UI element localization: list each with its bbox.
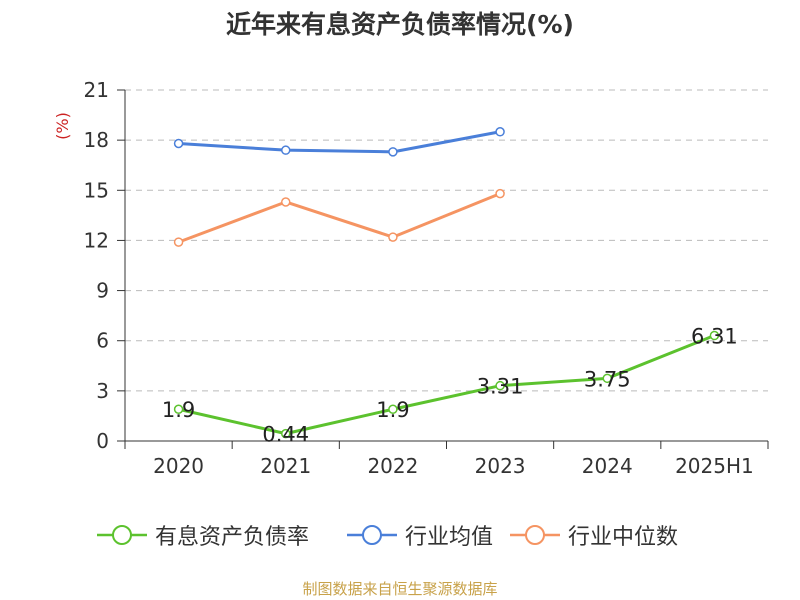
- series-1-point-3: [495, 127, 505, 137]
- axes: 0 3 6 9 12 15 18 21 2020 2021 2022 2023 2024 2025H1 (%…: [53, 78, 769, 478]
- legend-label-2: 行业中位数: [568, 525, 679, 550]
- legend-marker-2: [510, 525, 560, 545]
- legend-item-1[interactable]: 行业均值: [347, 520, 493, 550]
- x-tick-label-4: 2024: [582, 454, 633, 478]
- data-label-4: 3.75: [584, 367, 631, 391]
- series-0-point-0: [173, 404, 184, 414]
- x-tick-label-3: 2023: [475, 454, 526, 478]
- data-label-1: 0.44: [262, 423, 309, 447]
- data-labels-layer: 1.9 0.44 1.9 3.31 3.75 6.31: [162, 325, 738, 447]
- series-2-point-3: [495, 188, 505, 199]
- y-tick-label-1: 3: [96, 379, 109, 403]
- y-tick-label-0: 0: [96, 429, 109, 453]
- data-label-3: 3.31: [477, 375, 524, 399]
- y-tick-label-2: 6: [96, 329, 109, 353]
- series-layer: [173, 127, 720, 439]
- legend-label-1: 行业均值: [405, 525, 494, 550]
- chart-title: 近年来有息资产负债率情况(%): [226, 10, 574, 39]
- data-label-5: 6.31: [691, 325, 738, 349]
- y-tick-label-6: 18: [84, 128, 109, 152]
- y-tick-label-5: 15: [84, 178, 109, 202]
- series-2-point-0: [173, 237, 184, 247]
- legend-marker-1: [347, 525, 397, 545]
- y-axis-label: (%): [53, 112, 72, 140]
- x-tick-label-2: 2022: [367, 454, 418, 478]
- series-line-1: [178, 130, 501, 154]
- series-0-point-2: [388, 404, 398, 414]
- x-tick-label-5: 2025H1: [675, 454, 754, 478]
- y-tick-label-3: 9: [96, 279, 109, 303]
- series-0-point-3: [495, 380, 505, 391]
- legend-item-2[interactable]: 行业中位数: [510, 520, 678, 550]
- series-1-point-0: [173, 138, 184, 149]
- series-2-point-1: [281, 197, 291, 207]
- y-tick-label-7: 21: [84, 78, 109, 102]
- series-1-point-2: [388, 147, 398, 157]
- data-label-2: 1.9: [376, 398, 409, 422]
- legend-item-0[interactable]: 有息资产负债率: [97, 520, 309, 550]
- series-0-point-4: [602, 373, 612, 384]
- series-line-2: [178, 192, 501, 244]
- y-tick-label-4: 12: [84, 228, 109, 252]
- data-label-0: 1.9: [162, 398, 195, 422]
- series-line-0: [178, 334, 715, 436]
- x-tick-label-0: 2020: [153, 454, 204, 478]
- x-tick-label-1: 2021: [260, 454, 311, 478]
- series-2-point-2: [388, 232, 398, 242]
- series-0-point-5: [709, 330, 720, 341]
- source-footer: 制图数据来自恒生聚源数据库: [302, 580, 498, 598]
- grid-lines: [125, 89, 768, 392]
- legend-marker-0: [97, 525, 147, 545]
- series-0-point-1: [281, 428, 291, 439]
- legend-label-0: 有息资产负债率: [155, 525, 310, 550]
- series-1-point-1: [281, 145, 291, 155]
